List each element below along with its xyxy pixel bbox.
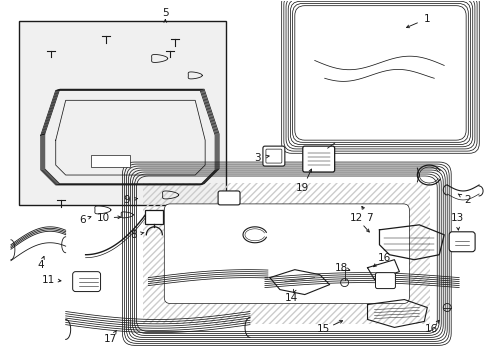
FancyBboxPatch shape	[265, 149, 281, 163]
Text: 3: 3	[254, 153, 261, 163]
Text: 15: 15	[316, 324, 329, 334]
Text: 17: 17	[103, 334, 117, 345]
Text: 4: 4	[38, 260, 44, 270]
FancyBboxPatch shape	[375, 273, 395, 289]
Text: 14: 14	[285, 293, 298, 302]
Text: 9: 9	[123, 195, 129, 205]
Text: 18: 18	[334, 263, 347, 273]
Text: 13: 13	[449, 213, 463, 223]
Bar	[145, 210, 163, 224]
Text: 10: 10	[97, 213, 110, 223]
FancyBboxPatch shape	[448, 232, 474, 252]
Bar	[23, 24, 222, 201]
Bar	[19, 21, 225, 205]
FancyBboxPatch shape	[218, 191, 240, 205]
Text: 7: 7	[366, 213, 372, 223]
Text: 19: 19	[296, 183, 309, 193]
FancyBboxPatch shape	[164, 204, 408, 303]
FancyBboxPatch shape	[302, 146, 334, 172]
Text: 1: 1	[423, 14, 430, 24]
FancyBboxPatch shape	[73, 272, 101, 292]
Bar	[90, 155, 130, 167]
Text: 11: 11	[42, 275, 55, 285]
Text: 2: 2	[463, 195, 469, 205]
Text: 12: 12	[349, 213, 363, 223]
Text: 8: 8	[130, 230, 137, 240]
Text: 16: 16	[424, 324, 437, 334]
Text: 16: 16	[377, 253, 390, 263]
Bar	[143, 183, 429, 324]
Text: 5: 5	[162, 8, 168, 18]
FancyBboxPatch shape	[263, 146, 285, 166]
Text: 6: 6	[79, 215, 86, 225]
